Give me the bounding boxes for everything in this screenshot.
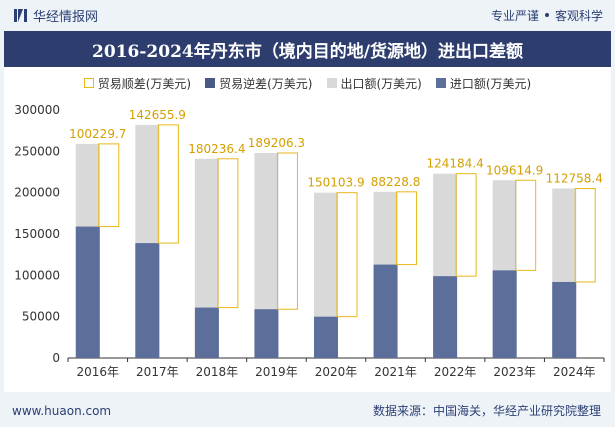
chart-legend: 贸易顺差(万美元) 贸易逆差(万美元) 出口额(万美元) 进口额(万美元): [4, 75, 611, 91]
y-tick-label: 100000: [14, 268, 60, 282]
brand[interactable]: 华经情报网: [14, 6, 98, 25]
import-bar: [135, 243, 160, 358]
surplus-data-label: 142655.9: [129, 108, 186, 122]
surplus-bar: [515, 179, 537, 271]
surplus-bar: [336, 192, 358, 318]
top-bar: 华经情报网 专业严谨 客观科学: [0, 0, 615, 30]
surplus-data-label: 88228.8: [371, 175, 421, 189]
surplus-data-label: 150103.9: [307, 176, 364, 190]
bar-chart: 0 50000 100000 150000 200000 250000 300000 1002…: [14, 103, 605, 379]
surplus-data-label: 112758.4: [546, 172, 603, 186]
brand-logo-icon: [14, 8, 27, 22]
surplus-data-label: 109614.9: [486, 163, 543, 177]
import-bar: [552, 281, 577, 358]
x-tick-label: 2020年: [315, 365, 358, 379]
x-tick-label: 2021年: [374, 365, 417, 379]
surplus-bar: [217, 158, 239, 309]
tagline-separator: [544, 13, 549, 17]
tagline-left: 专业严谨: [490, 8, 539, 23]
x-tick-label: 2017年: [136, 365, 179, 379]
legend-swatch-surplus: [83, 78, 94, 88]
legend-swatch-export: [326, 78, 337, 88]
x-tick-label: 2019年: [255, 365, 298, 379]
surplus-data-label: 189206.3: [248, 136, 305, 150]
import-bar: [433, 276, 458, 358]
footer: www.huaon.com 数据来源：中国海关，华经产业研究院整理: [0, 394, 615, 427]
import-bar: [492, 270, 517, 358]
x-tick-label: 2023年: [493, 365, 536, 379]
import-bar: [373, 264, 398, 358]
legend-label-surplus: 贸易顺差(万美元): [97, 76, 192, 91]
surplus-bar: [276, 152, 298, 310]
brand-name: 华经情报网: [33, 9, 99, 25]
surplus-data-label: 180236.4: [188, 142, 245, 156]
surplus-bar: [455, 173, 477, 277]
legend-item-import[interactable]: 进口额(万美元): [435, 75, 532, 91]
legend-label-import: 进口额(万美元): [449, 76, 532, 91]
footer-url[interactable]: www.huaon.com: [12, 403, 112, 418]
legend-swatch-deficit: [205, 78, 216, 88]
chart-title-text: 2016-2024年丹东市（境内目的地/货源地）进出口差额: [92, 41, 523, 62]
import-bar: [75, 226, 100, 358]
x-tick-label: 2024年: [553, 365, 596, 379]
x-tick-label: 2022年: [434, 365, 477, 379]
footer-source: 数据来源：中国海关，华经产业研究院整理: [372, 404, 601, 418]
y-tick-label: 300000: [14, 103, 60, 117]
surplus-bar: [157, 124, 179, 244]
import-bar: [314, 316, 338, 358]
x-tick-label: 2016年: [77, 365, 120, 379]
surplus-data-label: 100229.7: [69, 127, 126, 141]
surplus-bar: [396, 191, 418, 266]
tagline: 专业严谨 客观科学: [491, 7, 603, 24]
y-tick-label: 150000: [14, 227, 60, 241]
y-tick-label: 50000: [22, 310, 60, 324]
x-tick-label: 2018年: [196, 365, 239, 379]
legend-item-surplus[interactable]: 贸易顺差(万美元): [83, 75, 192, 91]
legend-item-export[interactable]: 出口额(万美元): [326, 75, 422, 91]
import-bar: [254, 309, 279, 358]
import-bar: [194, 307, 219, 358]
tagline-right: 客观科学: [554, 8, 603, 23]
legend-item-deficit[interactable]: 贸易逆差(万美元): [205, 75, 313, 91]
legend-swatch-import: [435, 78, 446, 88]
surplus-bar: [98, 143, 120, 228]
y-tick-label: 250000: [14, 144, 60, 158]
y-tick-label: 0: [52, 351, 60, 365]
legend-label-deficit: 贸易逆差(万美元): [219, 76, 313, 91]
chart-area: 贸易顺差(万美元) 贸易逆差(万美元) 出口额(万美元) 进口额(万美元) 0 5…: [4, 67, 611, 392]
chart-title: 2016-2024年丹东市（境内目的地/货源地）进出口差额: [4, 31, 611, 67]
legend-label-export: 出口额(万美元): [340, 76, 422, 91]
surplus-bar: [574, 188, 596, 283]
y-tick-label: 200000: [14, 186, 60, 200]
surplus-data-label: 124184.4: [426, 157, 483, 171]
